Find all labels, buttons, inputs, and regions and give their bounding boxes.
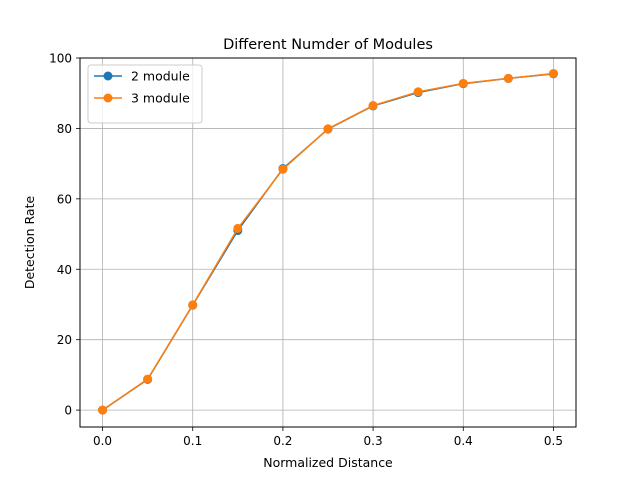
- data-point: [98, 405, 108, 415]
- legend: 2 module 3 module: [87, 64, 203, 124]
- legend-label: 3 module: [131, 91, 190, 106]
- data-point: [503, 73, 513, 83]
- y-axis-label: Detection Rate: [22, 196, 37, 290]
- x-tick-label: 0.4: [454, 434, 473, 448]
- data-point: [188, 300, 198, 310]
- x-tick-label: 0.3: [364, 434, 383, 448]
- data-point: [143, 374, 153, 384]
- legend-label: 2 module: [131, 69, 190, 84]
- data-point: [278, 164, 288, 174]
- chart-title: Different Numder of Modules: [223, 37, 433, 53]
- y-tick-label: 60: [57, 192, 72, 206]
- y-tick-label: 80: [57, 122, 72, 136]
- legend-entry: 2 module: [94, 69, 190, 84]
- x-tick-label: 0.2: [273, 434, 292, 448]
- legend-box: [87, 64, 203, 124]
- y-tick-label: 40: [57, 263, 72, 277]
- y-tick-label: 0: [64, 404, 72, 418]
- legend-marker: [103, 71, 113, 81]
- x-tick-label: 0.0: [93, 434, 112, 448]
- data-point: [458, 78, 468, 88]
- axis-ticks: 0.0 0.1 0.2 0.3 0.4 0.5 0 20 40 60 80 100: [49, 52, 563, 449]
- plot-frame: [79, 57, 577, 428]
- data-point: [548, 68, 558, 78]
- y-tick-label: 20: [57, 333, 72, 347]
- legend-marker: [103, 93, 113, 103]
- data-point: [413, 87, 423, 97]
- x-tick-label: 0.5: [544, 434, 563, 448]
- series-3-module: [98, 68, 558, 415]
- data-point: [368, 101, 378, 111]
- x-axis-label: Normalized Distance: [263, 455, 393, 470]
- y-tick-label: 100: [49, 52, 72, 66]
- legend-entry: 3 module: [94, 91, 190, 106]
- data-point: [233, 223, 243, 233]
- x-tick-label: 0.1: [183, 434, 202, 448]
- data-point: [323, 124, 333, 134]
- series-group: [98, 68, 558, 415]
